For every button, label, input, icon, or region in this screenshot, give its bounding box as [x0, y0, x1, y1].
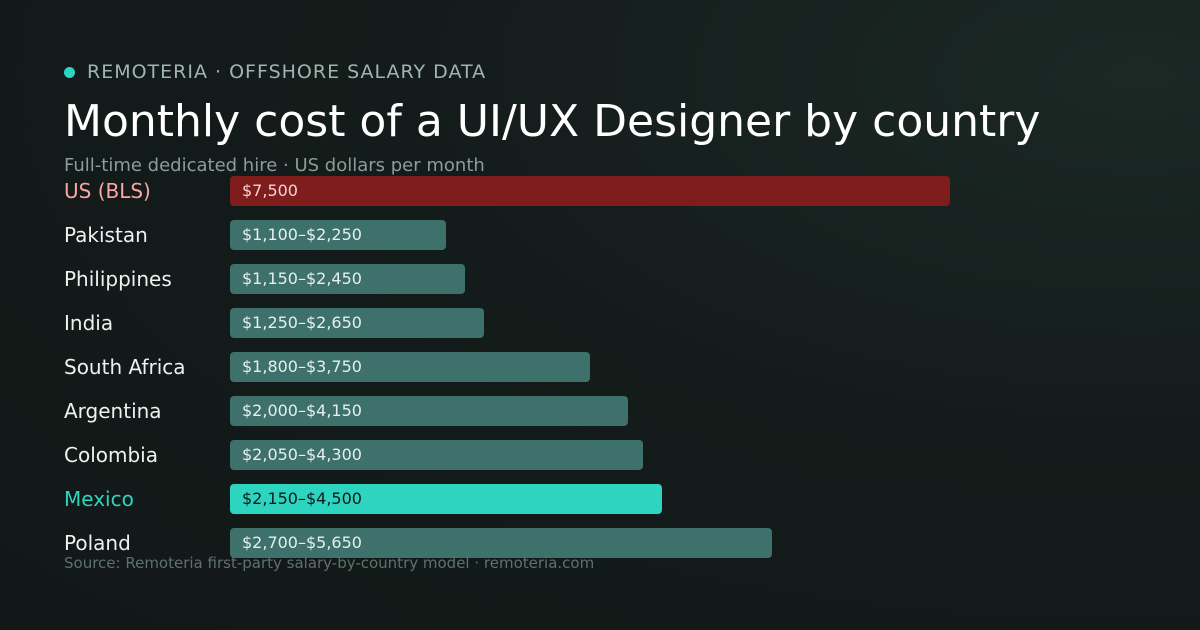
category-label: South Africa — [64, 355, 186, 379]
bar: $7,500 — [230, 176, 950, 206]
bar: $2,050–$4,300 — [230, 440, 643, 470]
eyebrow-text: REMOTERIA · OFFSHORE SALARY DATA — [87, 61, 487, 83]
category-label: Colombia — [64, 443, 158, 467]
bar: $1,100–$2,250 — [230, 220, 446, 250]
category-label: Pakistan — [64, 223, 148, 247]
bar-row: Mexico $2,150–$4,500 — [0, 484, 1200, 514]
category-label: US (BLS) — [64, 179, 151, 203]
bar: $2,150–$4,500 — [230, 484, 662, 514]
bar: $2,000–$4,150 — [230, 396, 629, 426]
bar: $1,800–$3,750 — [230, 352, 590, 382]
bar-row: Philippines $1,150–$2,450 — [0, 264, 1200, 294]
bar-row: South Africa $1,800–$3,750 — [0, 352, 1200, 382]
bar-value-label: $2,700–$5,650 — [242, 533, 362, 552]
bar-row: Argentina $2,000–$4,150 — [0, 396, 1200, 426]
category-label: Mexico — [64, 487, 134, 511]
category-label: Philippines — [64, 267, 172, 291]
category-label: Poland — [64, 531, 131, 555]
eyebrow: REMOTERIA · OFFSHORE SALARY DATA — [64, 60, 486, 84]
bar-row: Pakistan $1,100–$2,250 — [0, 220, 1200, 250]
bar-value-label: $1,100–$2,250 — [242, 225, 362, 244]
bar: $1,150–$2,450 — [230, 264, 466, 294]
bar-row: Poland $2,700–$5,650 — [0, 528, 1200, 558]
chart-subtitle: Full-time dedicated hire · US dollars pe… — [64, 155, 485, 176]
brand-dot-icon — [64, 66, 75, 78]
bar-row: US (BLS) $7,500 — [0, 176, 1200, 206]
source-note: Source: Remoteria first-party salary-by-… — [64, 554, 595, 572]
chart-title: Monthly cost of a UI/UX Designer by coun… — [64, 96, 1041, 147]
bar-value-label: $2,150–$4,500 — [242, 489, 362, 508]
bar: $2,700–$5,650 — [230, 528, 773, 558]
bar-value-label: $1,250–$2,650 — [242, 313, 362, 332]
category-label: India — [64, 311, 114, 335]
category-label: Argentina — [64, 399, 162, 423]
bar-value-label: $7,500 — [242, 181, 298, 200]
bar-value-label: $2,050–$4,300 — [242, 445, 362, 464]
bar-row: India $1,250–$2,650 — [0, 308, 1200, 338]
bar-value-label: $2,000–$4,150 — [242, 401, 362, 420]
bar: $1,250–$2,650 — [230, 308, 485, 338]
bar-value-label: $1,150–$2,450 — [242, 269, 362, 288]
bar-value-label: $1,800–$3,750 — [242, 357, 362, 376]
bar-row: Colombia $2,050–$4,300 — [0, 440, 1200, 470]
